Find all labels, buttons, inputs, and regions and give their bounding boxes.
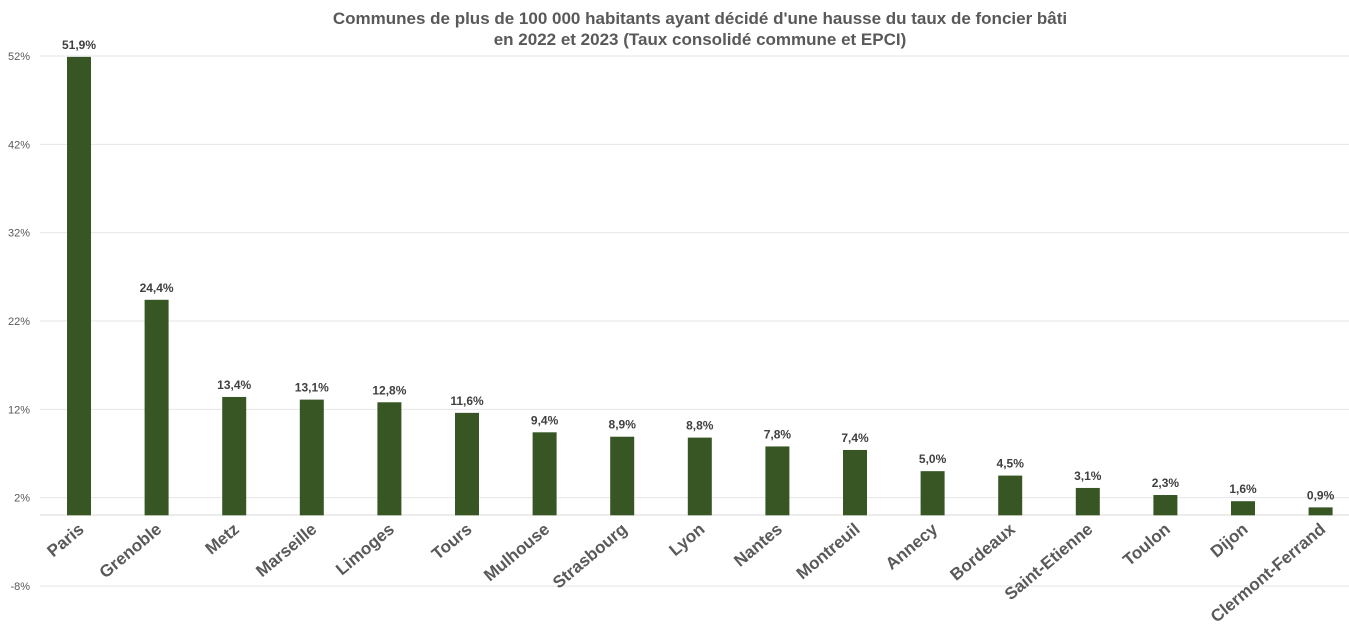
- chart-title: Communes de plus de 100 000 habitants ay…: [0, 8, 1349, 50]
- data-label: 51,9%: [62, 38, 96, 52]
- bar-paris: [67, 56, 91, 516]
- data-label: 5,0%: [919, 452, 947, 466]
- category-label: Paris: [43, 520, 87, 561]
- y-tick-label: 22%: [8, 316, 30, 328]
- category-label: Limoges: [332, 520, 398, 579]
- y-tick-label: 32%: [8, 228, 30, 240]
- category-label: Marseille: [252, 520, 320, 581]
- y-tick-label: 2%: [14, 493, 30, 505]
- category-labels: Paris Grenoble Metz Marseille Limoges Tours Mu…: [43, 519, 1329, 626]
- category-label: Dijon: [1207, 520, 1252, 562]
- data-label: 13,4%: [217, 378, 251, 392]
- data-label: 11,6%: [450, 394, 484, 408]
- bars: [67, 56, 1333, 516]
- y-tick-label: -8%: [10, 581, 30, 593]
- bar-annecy: [920, 471, 945, 516]
- bar-montreuil: [843, 449, 867, 516]
- category-label: Annecy: [882, 519, 942, 573]
- category-label: Toulon: [1119, 520, 1174, 570]
- data-label: 7,4%: [841, 431, 869, 445]
- category-label: Metz: [202, 520, 243, 559]
- y-tick-label: 12%: [8, 404, 30, 416]
- data-label: 1,6%: [1229, 482, 1257, 496]
- chart-title-line-2: en 2022 et 2023 (Taux consolidé commune …: [493, 30, 907, 49]
- bar-marseille: [299, 399, 324, 516]
- y-tick-label: 42%: [8, 139, 30, 151]
- bar-bordeaux: [998, 475, 1023, 516]
- y-tick-label: 52%: [8, 51, 30, 63]
- bar-metz: [222, 396, 247, 516]
- bar-nantes: [765, 446, 790, 516]
- bar-dijon: [1231, 501, 1255, 516]
- data-label: 0,9%: [1307, 488, 1335, 502]
- data-label: 7,8%: [764, 427, 792, 441]
- category-label: Nantes: [730, 520, 786, 571]
- bar-limoges: [377, 402, 402, 516]
- bar-clermont-ferrand: [1308, 507, 1333, 516]
- category-label: Tours: [428, 520, 475, 564]
- bar-lyon: [687, 437, 712, 516]
- bar-toulon: [1153, 495, 1178, 516]
- data-label: 2,3%: [1152, 476, 1180, 490]
- bar-grenoble: [144, 299, 169, 516]
- data-label: 8,9%: [609, 418, 637, 432]
- data-label: 9,4%: [531, 413, 559, 427]
- bar-mulhouse: [532, 432, 557, 516]
- data-label: 4,5%: [997, 457, 1025, 471]
- data-labels: 51,9% 24,4% 13,4% 13,1% 12,8% 11,6% 9,4% 8,9% 8,…: [62, 38, 1335, 502]
- data-label: 8,8%: [686, 419, 714, 433]
- category-label: Strasbourg: [549, 520, 631, 593]
- chart-title-line-1: Communes de plus de 100 000 habitants ay…: [332, 9, 1068, 28]
- data-label: 3,1%: [1074, 469, 1102, 483]
- category-label: Montreuil: [793, 520, 864, 584]
- category-label: Bordeaux: [946, 519, 1019, 584]
- bar-strasbourg: [610, 436, 635, 516]
- data-label: 12,8%: [372, 383, 406, 397]
- bar-tours: [455, 412, 479, 516]
- category-label: Mulhouse: [480, 520, 553, 586]
- data-label: 13,1%: [295, 381, 329, 395]
- bar-saint-etienne: [1075, 487, 1100, 516]
- y-axis-ticks: 52% 42% 32% 22% 12% 2% -8%: [8, 51, 30, 593]
- category-label: Lyon: [666, 520, 709, 560]
- data-label: 24,4%: [140, 281, 174, 295]
- category-label: Grenoble: [96, 520, 165, 583]
